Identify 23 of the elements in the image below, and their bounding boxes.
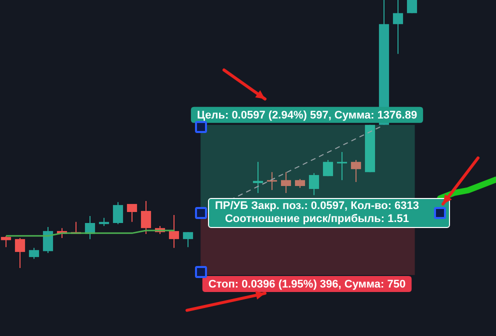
candlestick [126,203,138,222]
candlestick [182,232,194,248]
annotation: Соотношение риск/прибыль: 1.51 [224,213,410,226]
candlestick [336,151,348,181]
band-label: Стоп: 0.0396 (1.95%) 396, Сумма: 750 [208,278,406,291]
candlestick [350,160,362,182]
candlestick [308,172,320,196]
candlestick [140,200,152,234]
candlestick [42,226,54,254]
candlestick [252,161,264,194]
candlestick [168,214,180,248]
candlestick [266,172,278,191]
candlestick [406,0,418,14]
band-label: Цель: 0.0597 (2.94%) 597, Сумма: 1376.89 [196,109,418,122]
candlestick [392,0,404,54]
candlestick [280,172,292,194]
candlestick [0,236,12,248]
annotation: ПР/УБ Закр. поз.: 0.0597, Кол-во: 6313 [215,200,420,213]
callout-box: ПР/УБ Закр. поз.: 0.0597, Кол-во: 6313 Соотношение риск/прибыль: 1.51 [208,198,450,228]
candlestick [14,238,26,269]
candlestick [28,247,40,260]
candlestick [112,202,124,225]
candlestick [322,160,334,177]
